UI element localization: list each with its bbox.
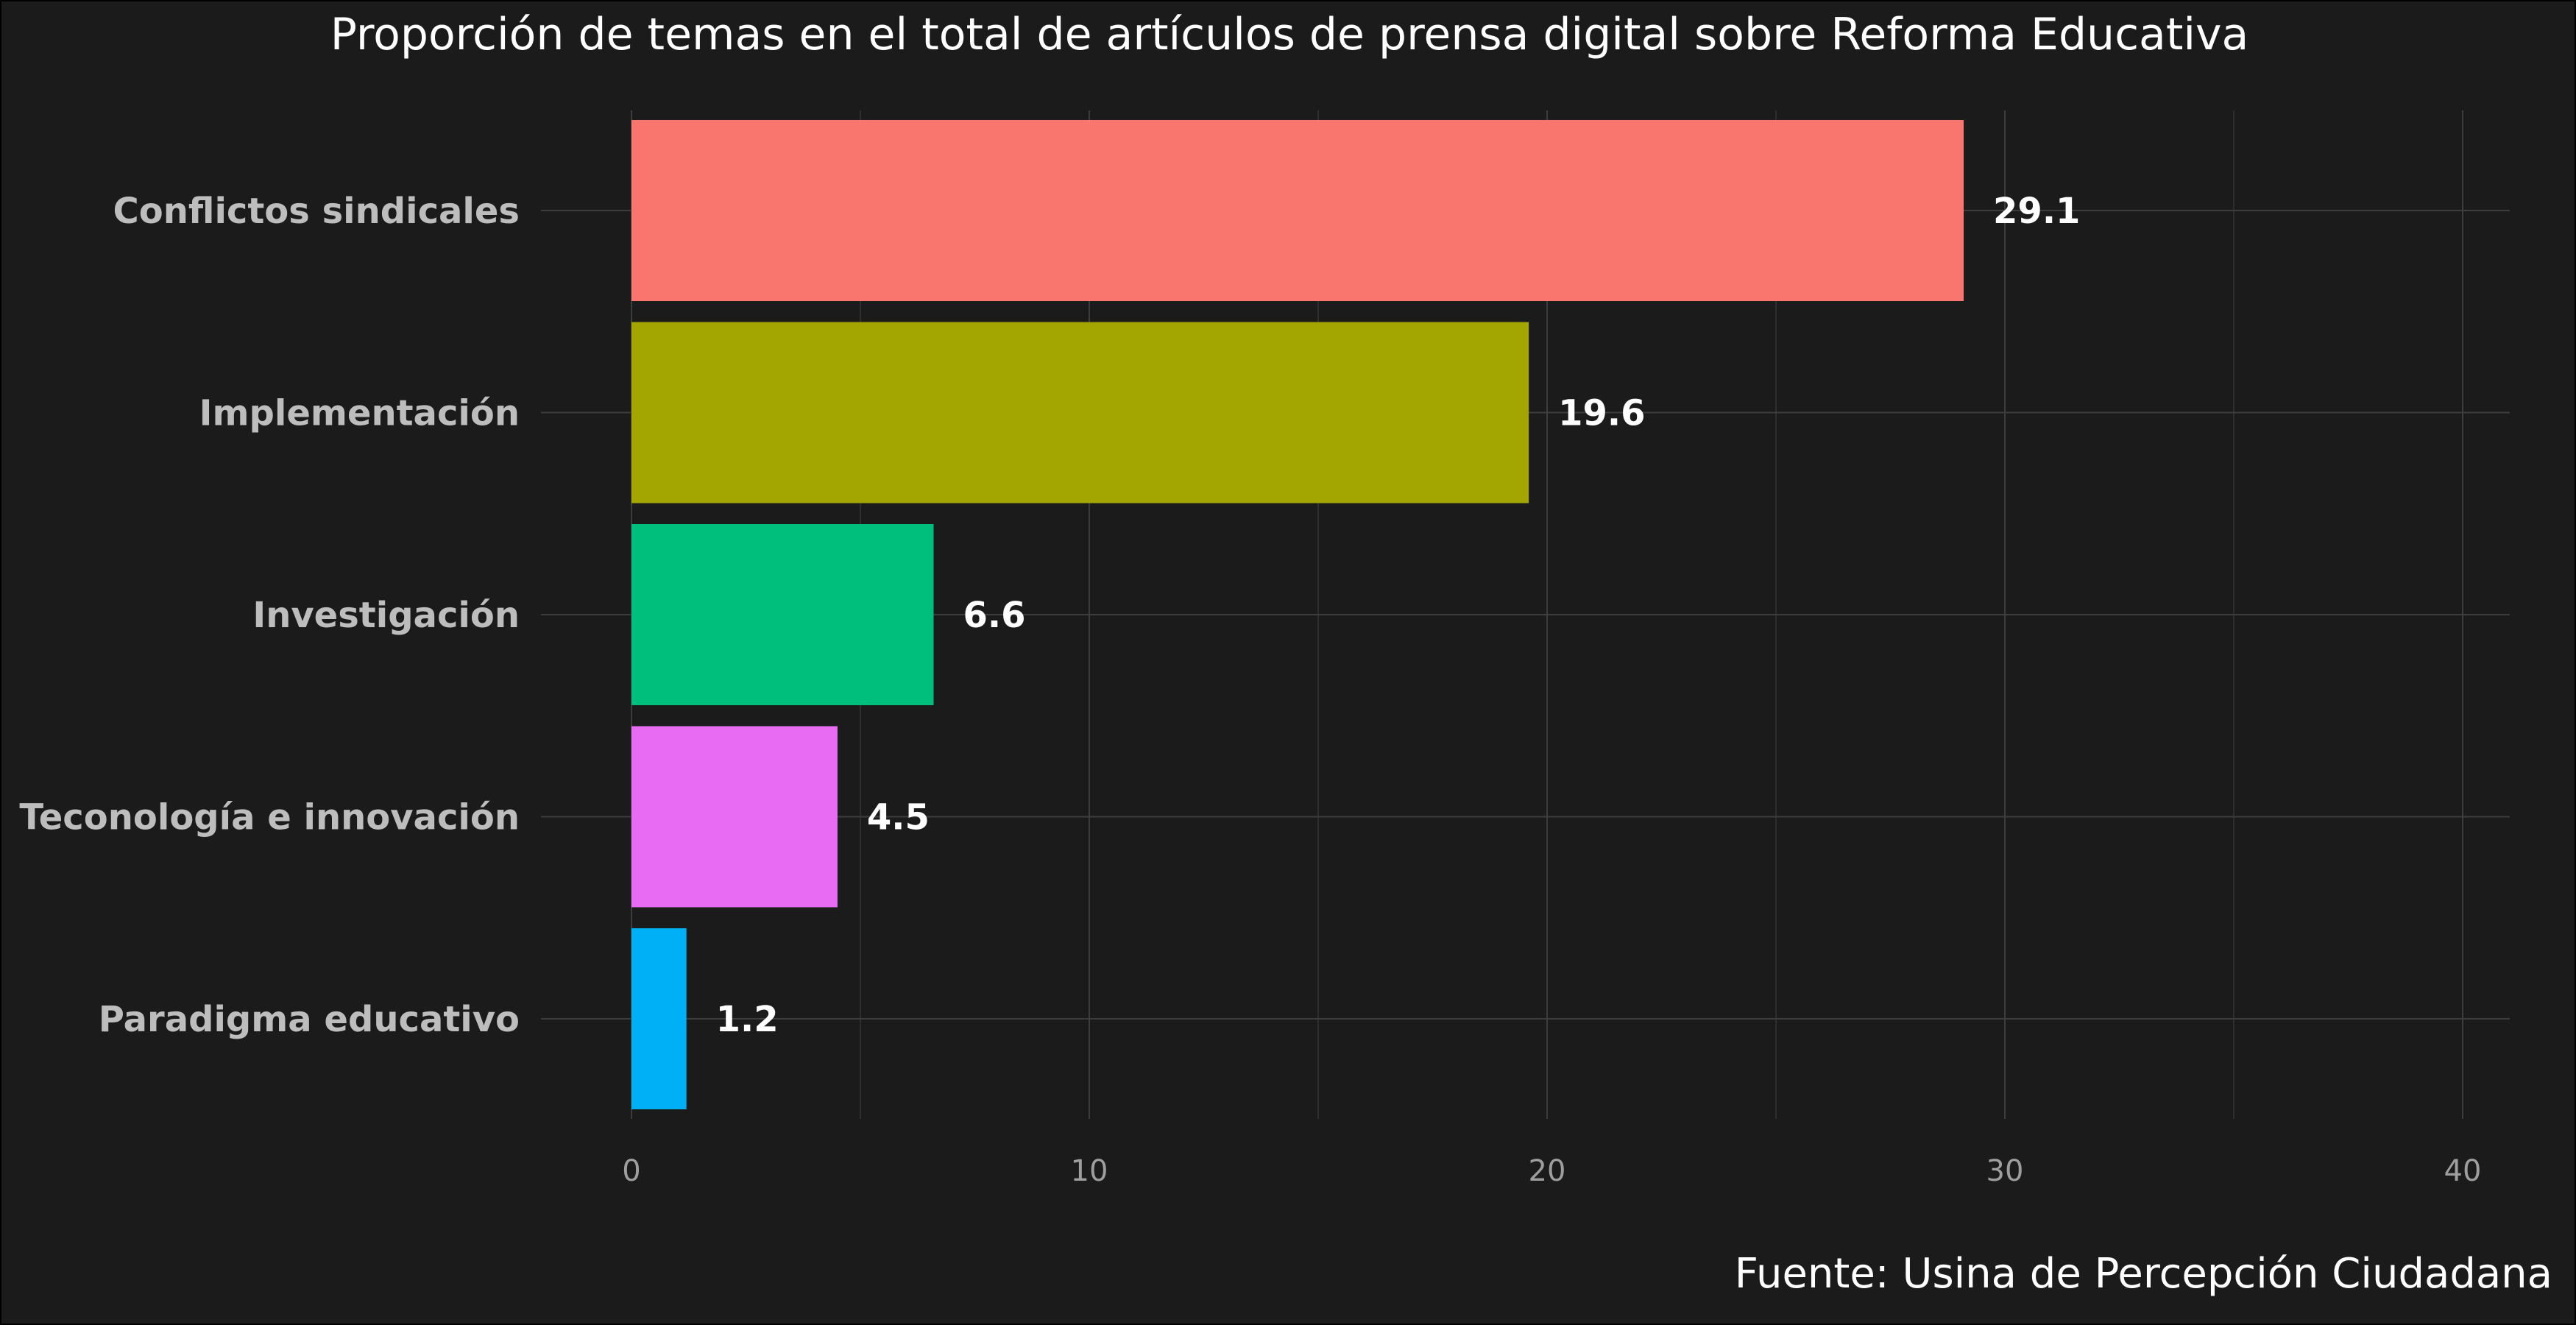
data-label: 4.5 <box>867 797 930 838</box>
bar <box>631 524 934 705</box>
category-label: Investigación <box>252 595 520 636</box>
x-tick-label: 30 <box>1986 1154 2024 1188</box>
data-label: 1.2 <box>716 999 779 1040</box>
category-label: Implementación <box>199 393 520 434</box>
bar <box>631 120 1964 301</box>
x-tick-label: 20 <box>1529 1154 1566 1188</box>
category-label: Paradigma educativo <box>99 999 520 1040</box>
data-label: 6.6 <box>963 595 1026 636</box>
x-tick-label: 0 <box>622 1154 640 1188</box>
category-label: Conflictos sindicales <box>113 191 520 232</box>
x-tick-label: 40 <box>2444 1154 2482 1188</box>
bar <box>631 928 687 1109</box>
category-label: Teconología e innovación <box>19 797 520 838</box>
chart-title: Proporción de temas en el total de artíc… <box>330 9 2249 60</box>
bar <box>631 726 838 908</box>
bar <box>631 322 1529 504</box>
chart-caption: Fuente: Usina de Percepción Ciudadana <box>1734 1250 2552 1298</box>
data-label: 29.1 <box>1993 191 2080 232</box>
x-tick-label: 10 <box>1071 1154 1108 1188</box>
data-label: 19.6 <box>1558 393 1645 434</box>
